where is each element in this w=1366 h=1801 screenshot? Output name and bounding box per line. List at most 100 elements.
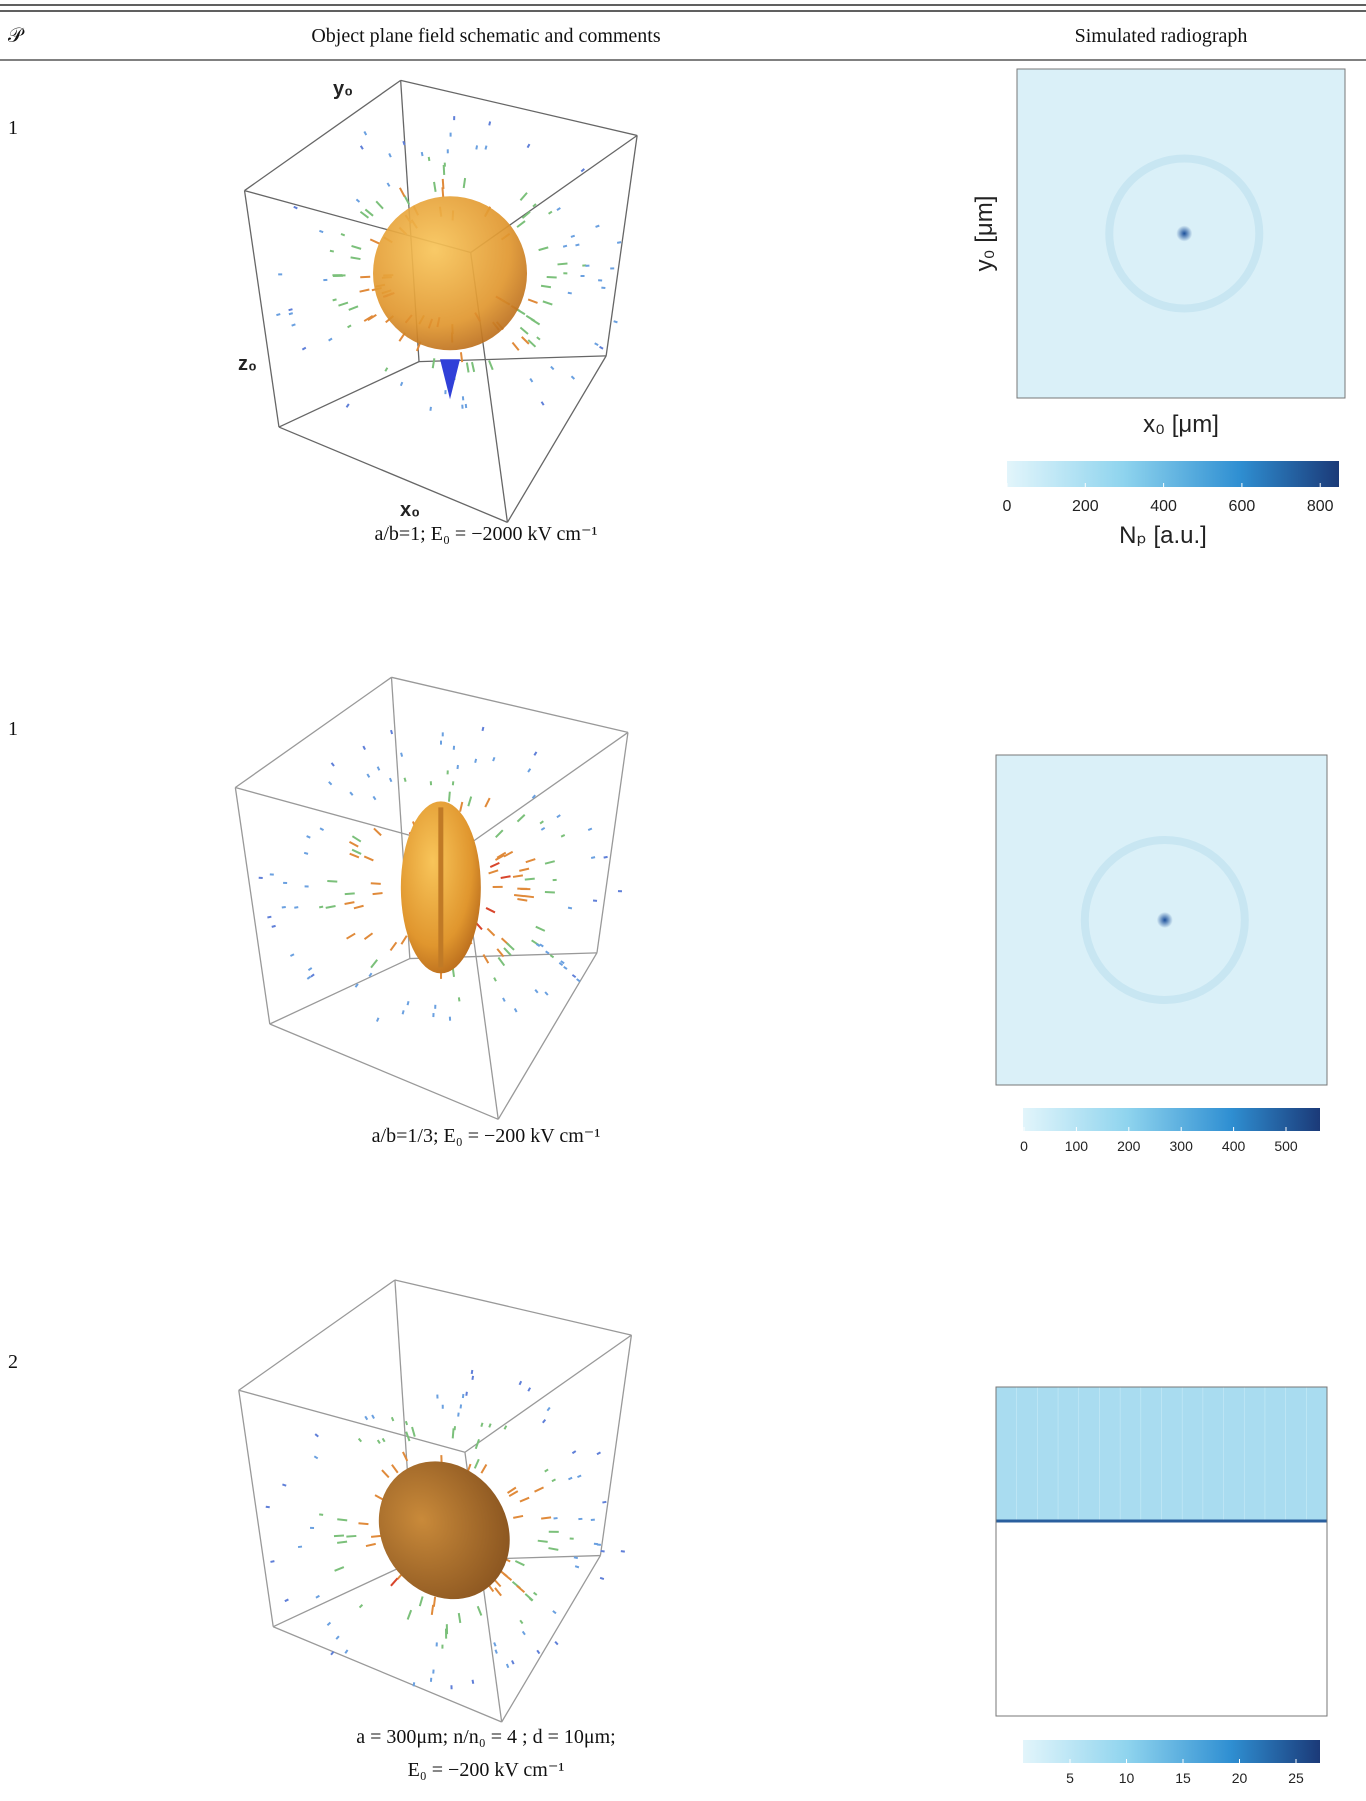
cube-edge <box>270 959 410 1024</box>
y-label: y₀ [μm] <box>971 196 998 272</box>
field-arrow <box>387 183 389 186</box>
cube-edge <box>279 427 507 522</box>
field-arrow <box>267 917 271 918</box>
field-arrow <box>449 792 450 802</box>
colorbar <box>1023 1740 1320 1763</box>
field-arrow <box>517 815 524 822</box>
field-arrow <box>519 869 529 871</box>
field-arrow <box>364 132 366 136</box>
field-arrow <box>333 299 337 300</box>
field-arrow <box>530 379 532 382</box>
colorbar-tick-label: 300 <box>1170 1138 1194 1154</box>
cube-edge <box>502 1556 601 1722</box>
field-arrow <box>365 1416 367 1419</box>
field-arrow <box>383 1438 385 1441</box>
field-arrow <box>331 1652 334 1655</box>
field-arrow <box>337 1542 347 1543</box>
field-arrow <box>350 792 353 795</box>
field-arrow <box>405 778 406 782</box>
field-arrow <box>542 402 544 405</box>
colorbar-tick-label: 200 <box>1072 498 1099 515</box>
x-label: x₀ [μm] <box>1143 411 1219 438</box>
field-arrow <box>543 1420 546 1423</box>
field-arrow <box>329 339 332 341</box>
field-arrow <box>472 362 474 372</box>
field-arrow <box>378 767 380 771</box>
field-arrow <box>307 836 311 838</box>
field-arrow <box>285 1599 289 1601</box>
field-arrow <box>546 951 549 953</box>
field-arrow <box>351 257 361 259</box>
field-arrow <box>422 152 423 156</box>
field-arrow <box>314 1456 317 1458</box>
cube-edge <box>391 677 627 732</box>
field-arrow <box>547 1408 549 1411</box>
cube-edge <box>245 80 401 190</box>
field-arrow <box>433 358 435 368</box>
field-arrow <box>420 1597 423 1607</box>
field-arrow <box>403 141 404 145</box>
field-arrow <box>520 1620 522 1623</box>
field-arrow <box>568 1478 572 1480</box>
field-arrow <box>341 234 345 235</box>
cube-edge <box>606 135 637 355</box>
field-arrow <box>327 1623 330 1626</box>
field-arrow <box>289 309 293 310</box>
field-arrow <box>489 121 490 125</box>
colorbar-tick-label: 100 <box>1065 1138 1089 1154</box>
field-arrow <box>290 954 294 956</box>
field-arrow <box>372 1415 374 1418</box>
field-arrow <box>602 1502 606 1503</box>
field-arrow <box>360 290 370 292</box>
field-arrow <box>319 1514 323 1515</box>
field-arrow <box>600 1578 604 1579</box>
field-arrow <box>334 1536 344 1537</box>
cube-edge <box>273 1627 501 1722</box>
field-arrow <box>335 1567 344 1571</box>
field-arrow <box>517 1586 525 1592</box>
cube-edge <box>270 1024 498 1119</box>
field-arrow <box>561 835 565 837</box>
axis-z: z₀ <box>238 353 257 375</box>
field-arrow <box>552 1479 556 1481</box>
field-arrow <box>621 1551 625 1552</box>
schematic <box>245 80 638 522</box>
field-arrow <box>478 1606 482 1615</box>
field-arrow <box>482 727 483 731</box>
field-arrow <box>517 221 525 227</box>
field-arrow <box>534 1593 537 1595</box>
field-arrow <box>348 325 351 327</box>
field-arrow <box>545 1469 548 1471</box>
field-arrow <box>539 247 549 250</box>
field-arrow <box>557 815 560 817</box>
field-arrow <box>376 201 383 208</box>
row-p: 2 <box>8 1351 18 1373</box>
schematic <box>239 1280 632 1722</box>
field-arrow <box>520 327 528 334</box>
field-arrow <box>352 246 362 249</box>
field-arrow <box>563 246 567 247</box>
field-arrow <box>308 968 311 970</box>
field-arrow <box>373 893 383 894</box>
field-arrow <box>304 853 308 854</box>
field-arrow <box>282 907 286 908</box>
field-arrow <box>352 850 361 854</box>
field-arrow <box>548 1548 558 1550</box>
field-arrow <box>503 998 505 1002</box>
field-arrow <box>600 347 604 349</box>
cube-edge <box>239 1390 465 1452</box>
field-arrow <box>319 907 323 908</box>
field-arrow <box>432 1605 433 1615</box>
field-arrow <box>358 1523 368 1524</box>
field-arrow <box>536 927 545 931</box>
field-arrow <box>528 1388 530 1392</box>
row-p: 1 <box>8 117 18 139</box>
field-arrow <box>528 299 537 302</box>
field-arrow <box>549 212 552 214</box>
field-arrow <box>468 797 471 807</box>
field-arrow <box>389 153 391 157</box>
field-arrow <box>408 1610 411 1619</box>
cube-edge <box>401 80 637 135</box>
cube-edge <box>239 1280 395 1390</box>
cube-edge <box>461 732 627 849</box>
